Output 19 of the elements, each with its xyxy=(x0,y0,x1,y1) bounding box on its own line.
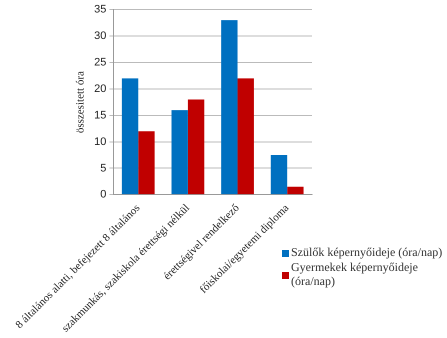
bar xyxy=(122,78,138,194)
y-axis-title: összesitett óra xyxy=(74,71,86,134)
y-tick-label: 15 xyxy=(94,109,106,122)
bar xyxy=(238,78,254,194)
bar xyxy=(172,110,188,194)
y-tick-label: 0 xyxy=(100,188,106,201)
bar xyxy=(287,186,304,194)
bar xyxy=(138,131,155,194)
legend-label: Gyermekek képernyőideje (óra/nap) xyxy=(291,260,419,288)
legend-label: Szülők képernyőideje (óra/nap) xyxy=(291,245,442,259)
bar xyxy=(221,20,238,194)
bar xyxy=(188,99,204,194)
y-tick-label: 25 xyxy=(94,56,106,69)
y-tick-label: 10 xyxy=(94,136,106,148)
y-tick-label: 30 xyxy=(94,30,106,42)
y-tick-label: 5 xyxy=(100,162,106,174)
bar xyxy=(270,155,288,194)
y-tick-label: 35 xyxy=(94,4,106,16)
y-tick-label: 20 xyxy=(94,82,106,95)
